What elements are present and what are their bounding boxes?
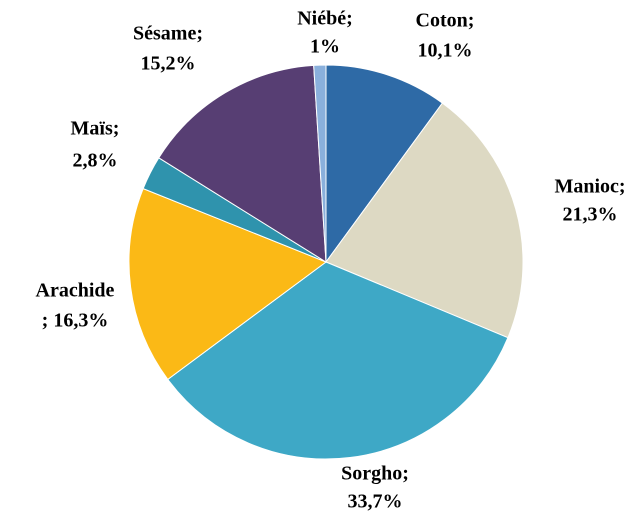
pie-slice [325, 102, 524, 339]
pie-slice [313, 64, 327, 263]
slice-value-label: 1% [310, 36, 340, 58]
slice-category-label: Sorgho; [341, 463, 409, 485]
slice-category-label: Manioc; [554, 176, 625, 198]
slice-value-label: 2,8% [73, 150, 118, 172]
slice-category-label: Coton; [416, 10, 475, 32]
slice-category-label: Maïs; [71, 118, 120, 140]
slice-value-label: 21,3% [563, 204, 618, 226]
pie-slice [128, 187, 328, 381]
slice-category-label: Arachide [36, 280, 115, 302]
slice-value-label: 33,7% [348, 491, 403, 513]
slice-category-label: Sésame; [133, 23, 203, 45]
slice-category-label: Niébé; [297, 8, 353, 30]
slice-value-label: ; 16,3% [42, 310, 109, 332]
slice-value-label: 10,1% [418, 40, 473, 62]
pie-slice [167, 261, 509, 460]
pie-slice [158, 64, 327, 263]
slice-value-label: 15,2% [141, 53, 196, 75]
pie-slice [325, 64, 444, 264]
